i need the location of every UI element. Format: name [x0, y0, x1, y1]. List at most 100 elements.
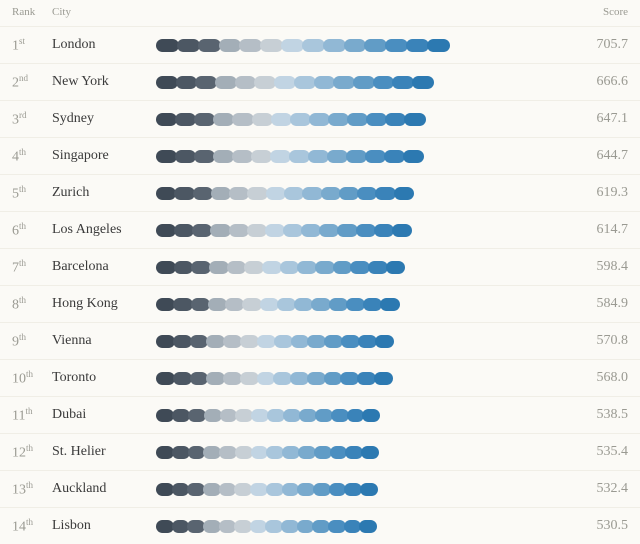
rank-suffix: th: [25, 406, 32, 416]
table-row: 5thZurich619.3: [0, 174, 640, 211]
rank-suffix: th: [19, 184, 26, 194]
score-cell: 644.7: [572, 148, 628, 164]
rank-number: 13: [12, 482, 26, 497]
bar-segment: [265, 224, 285, 237]
header-city: City: [52, 6, 156, 18]
bar-segment: [358, 335, 377, 348]
score-bar: [156, 483, 572, 496]
city-cell: Barcelona: [52, 259, 156, 275]
table-row: 13thAuckland532.4: [0, 470, 640, 507]
bar-segment: [156, 261, 176, 274]
bar-segment: [213, 150, 234, 163]
bar-segment: [315, 409, 333, 422]
bar-segment: [357, 187, 377, 200]
table-row: 11thDubai538.5: [0, 396, 640, 433]
rank-cell: 7th: [12, 259, 52, 276]
score-bar: [156, 150, 572, 163]
bar-segment: [223, 372, 242, 385]
rank-cell: 14th: [12, 518, 52, 535]
bar-segment: [270, 150, 291, 163]
score-cell: 705.7: [572, 37, 628, 53]
ranking-table: Rank City Score 1stLondon705.72ndNew Yor…: [0, 0, 640, 544]
bar-segment: [274, 335, 293, 348]
bar-segment: [211, 187, 231, 200]
bar-segment: [297, 261, 317, 274]
bar-segment: [314, 446, 332, 459]
score-bar: [156, 39, 572, 52]
table-row: 8thHong Kong584.9: [0, 285, 640, 322]
rank-cell: 2nd: [12, 74, 52, 91]
bar-segment: [392, 76, 414, 89]
rank-suffix: th: [19, 258, 26, 268]
bar-segment: [239, 39, 262, 52]
rank-suffix: th: [26, 480, 33, 490]
bar-segment: [284, 187, 304, 200]
bar-segment: [188, 409, 206, 422]
city-cell: Los Angeles: [52, 222, 156, 238]
bar-segment: [357, 372, 376, 385]
bar-segment: [193, 187, 213, 200]
bar-segment: [198, 39, 221, 52]
bar-segment: [347, 113, 368, 126]
bar-segment: [315, 261, 335, 274]
table-row: 12thSt. Helier535.4: [0, 433, 640, 470]
bar-segment: [427, 39, 450, 52]
city-cell: Hong Kong: [52, 296, 156, 312]
bar-segment: [290, 113, 311, 126]
table-row: 10thToronto568.0: [0, 359, 640, 396]
bar-segment: [175, 150, 196, 163]
bar-segment: [309, 113, 330, 126]
bar-segment: [266, 483, 284, 496]
bar-segment: [229, 187, 249, 200]
bar-segment: [333, 76, 355, 89]
bar-segment: [327, 150, 348, 163]
score-cell: 535.4: [572, 444, 628, 460]
bar-segment: [173, 372, 192, 385]
bar-segment: [344, 39, 367, 52]
score-bar: [156, 520, 572, 533]
score-bar: [156, 113, 572, 126]
bar-segment: [385, 113, 406, 126]
bar-segment: [406, 39, 429, 52]
city-cell: Zurich: [52, 185, 156, 201]
bar-segment: [375, 187, 395, 200]
bar-segment: [362, 409, 380, 422]
rank-cell: 3rd: [12, 111, 52, 128]
city-cell: New York: [52, 74, 156, 90]
rank-number: 5: [12, 186, 19, 201]
bar-segment: [364, 39, 387, 52]
city-cell: St. Helier: [52, 444, 156, 460]
bar-segment: [337, 224, 357, 237]
score-cell: 538.5: [572, 407, 628, 423]
bar-segment: [359, 520, 377, 533]
bar-segment: [386, 261, 406, 274]
bar-segment: [302, 187, 322, 200]
table-row: 4thSingapore644.7: [0, 137, 640, 174]
rank-number: 7: [12, 260, 19, 275]
bar-segment: [260, 298, 279, 311]
rank-cell: 4th: [12, 148, 52, 165]
bar-segment: [194, 113, 215, 126]
rank-number: 12: [12, 445, 26, 460]
rank-suffix: th: [26, 369, 33, 379]
bar-segment: [247, 187, 267, 200]
table-row: 14thLisbon530.5: [0, 507, 640, 544]
bar-segment: [229, 224, 249, 237]
rank-suffix: st: [19, 36, 25, 46]
rank-cell: 11th: [12, 407, 52, 424]
bar-segment: [232, 113, 253, 126]
bar-segment: [247, 224, 267, 237]
rank-number: 9: [12, 334, 19, 349]
bar-segment: [194, 150, 215, 163]
rank-suffix: th: [19, 332, 26, 342]
bar-segment: [173, 335, 192, 348]
rank-number: 1: [12, 38, 19, 53]
rank-cell: 1st: [12, 37, 52, 54]
bar-segment: [195, 76, 217, 89]
bar-segment: [281, 39, 304, 52]
bar-segment: [404, 113, 425, 126]
rank-cell: 13th: [12, 481, 52, 498]
bar-segment: [412, 76, 434, 89]
bar-segment: [252, 113, 273, 126]
rank-cell: 5th: [12, 185, 52, 202]
